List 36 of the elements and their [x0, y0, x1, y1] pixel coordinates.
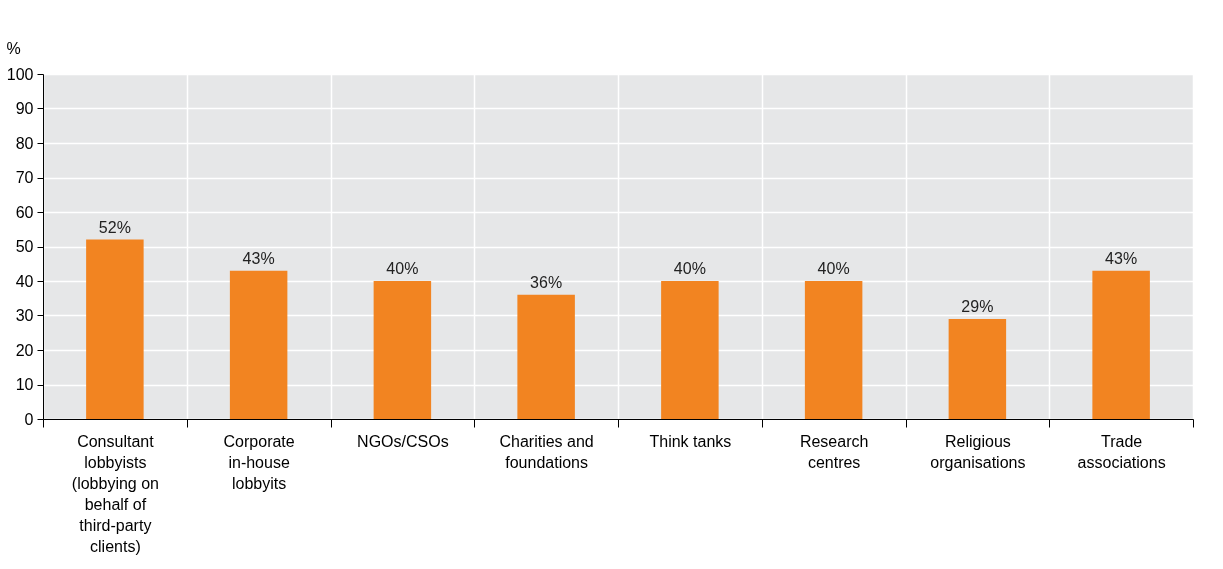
y-tick-label: 20: [15, 341, 34, 359]
data-label: 43%: [242, 249, 275, 267]
y-axis-title: %: [6, 39, 21, 57]
data-label: 40%: [817, 260, 850, 277]
data-label: 36%: [530, 273, 563, 291]
data-label: 52%: [98, 218, 131, 236]
data-label: 29%: [961, 297, 994, 315]
x-tick-label: Consultant lobbyists (lobbying on behalf of third-party clients): [71, 432, 159, 555]
x-tick-label: Trade associations: [1077, 432, 1166, 471]
bar: [661, 281, 719, 419]
bar: [373, 281, 432, 419]
y-tick-label: 60: [15, 203, 34, 221]
y-tick-label: 90: [15, 100, 34, 117]
x-tick-label: Charities and foundations: [499, 432, 594, 471]
y-tick-label: 10: [15, 376, 34, 393]
bar: [804, 281, 863, 419]
x-tick-label: NGOs/CSOs: [357, 432, 449, 450]
bar: [948, 318, 1007, 419]
bar: [229, 270, 288, 419]
data-label: 40%: [673, 260, 706, 277]
data-label: 40%: [386, 260, 419, 277]
y-tick-label: 40: [15, 272, 34, 290]
y-tick-label: 80: [15, 134, 34, 152]
bar: [517, 294, 575, 419]
y-tick-label: 50: [15, 238, 34, 255]
bar: [1092, 270, 1150, 419]
y-tick-label: 0: [24, 410, 34, 428]
x-tick-label: Think tanks: [649, 432, 732, 450]
y-tick-label: 30: [15, 307, 34, 324]
x-tick-label: Religious organisations: [930, 432, 1026, 471]
bar: [86, 239, 144, 419]
y-tick-label: 100: [6, 65, 34, 83]
x-tick-label: Corporate in-house lobbyits: [223, 432, 295, 492]
x-tick-label: Research centres: [799, 432, 869, 471]
y-tick-label: 70: [15, 169, 34, 186]
data-label: 43%: [1105, 249, 1138, 267]
